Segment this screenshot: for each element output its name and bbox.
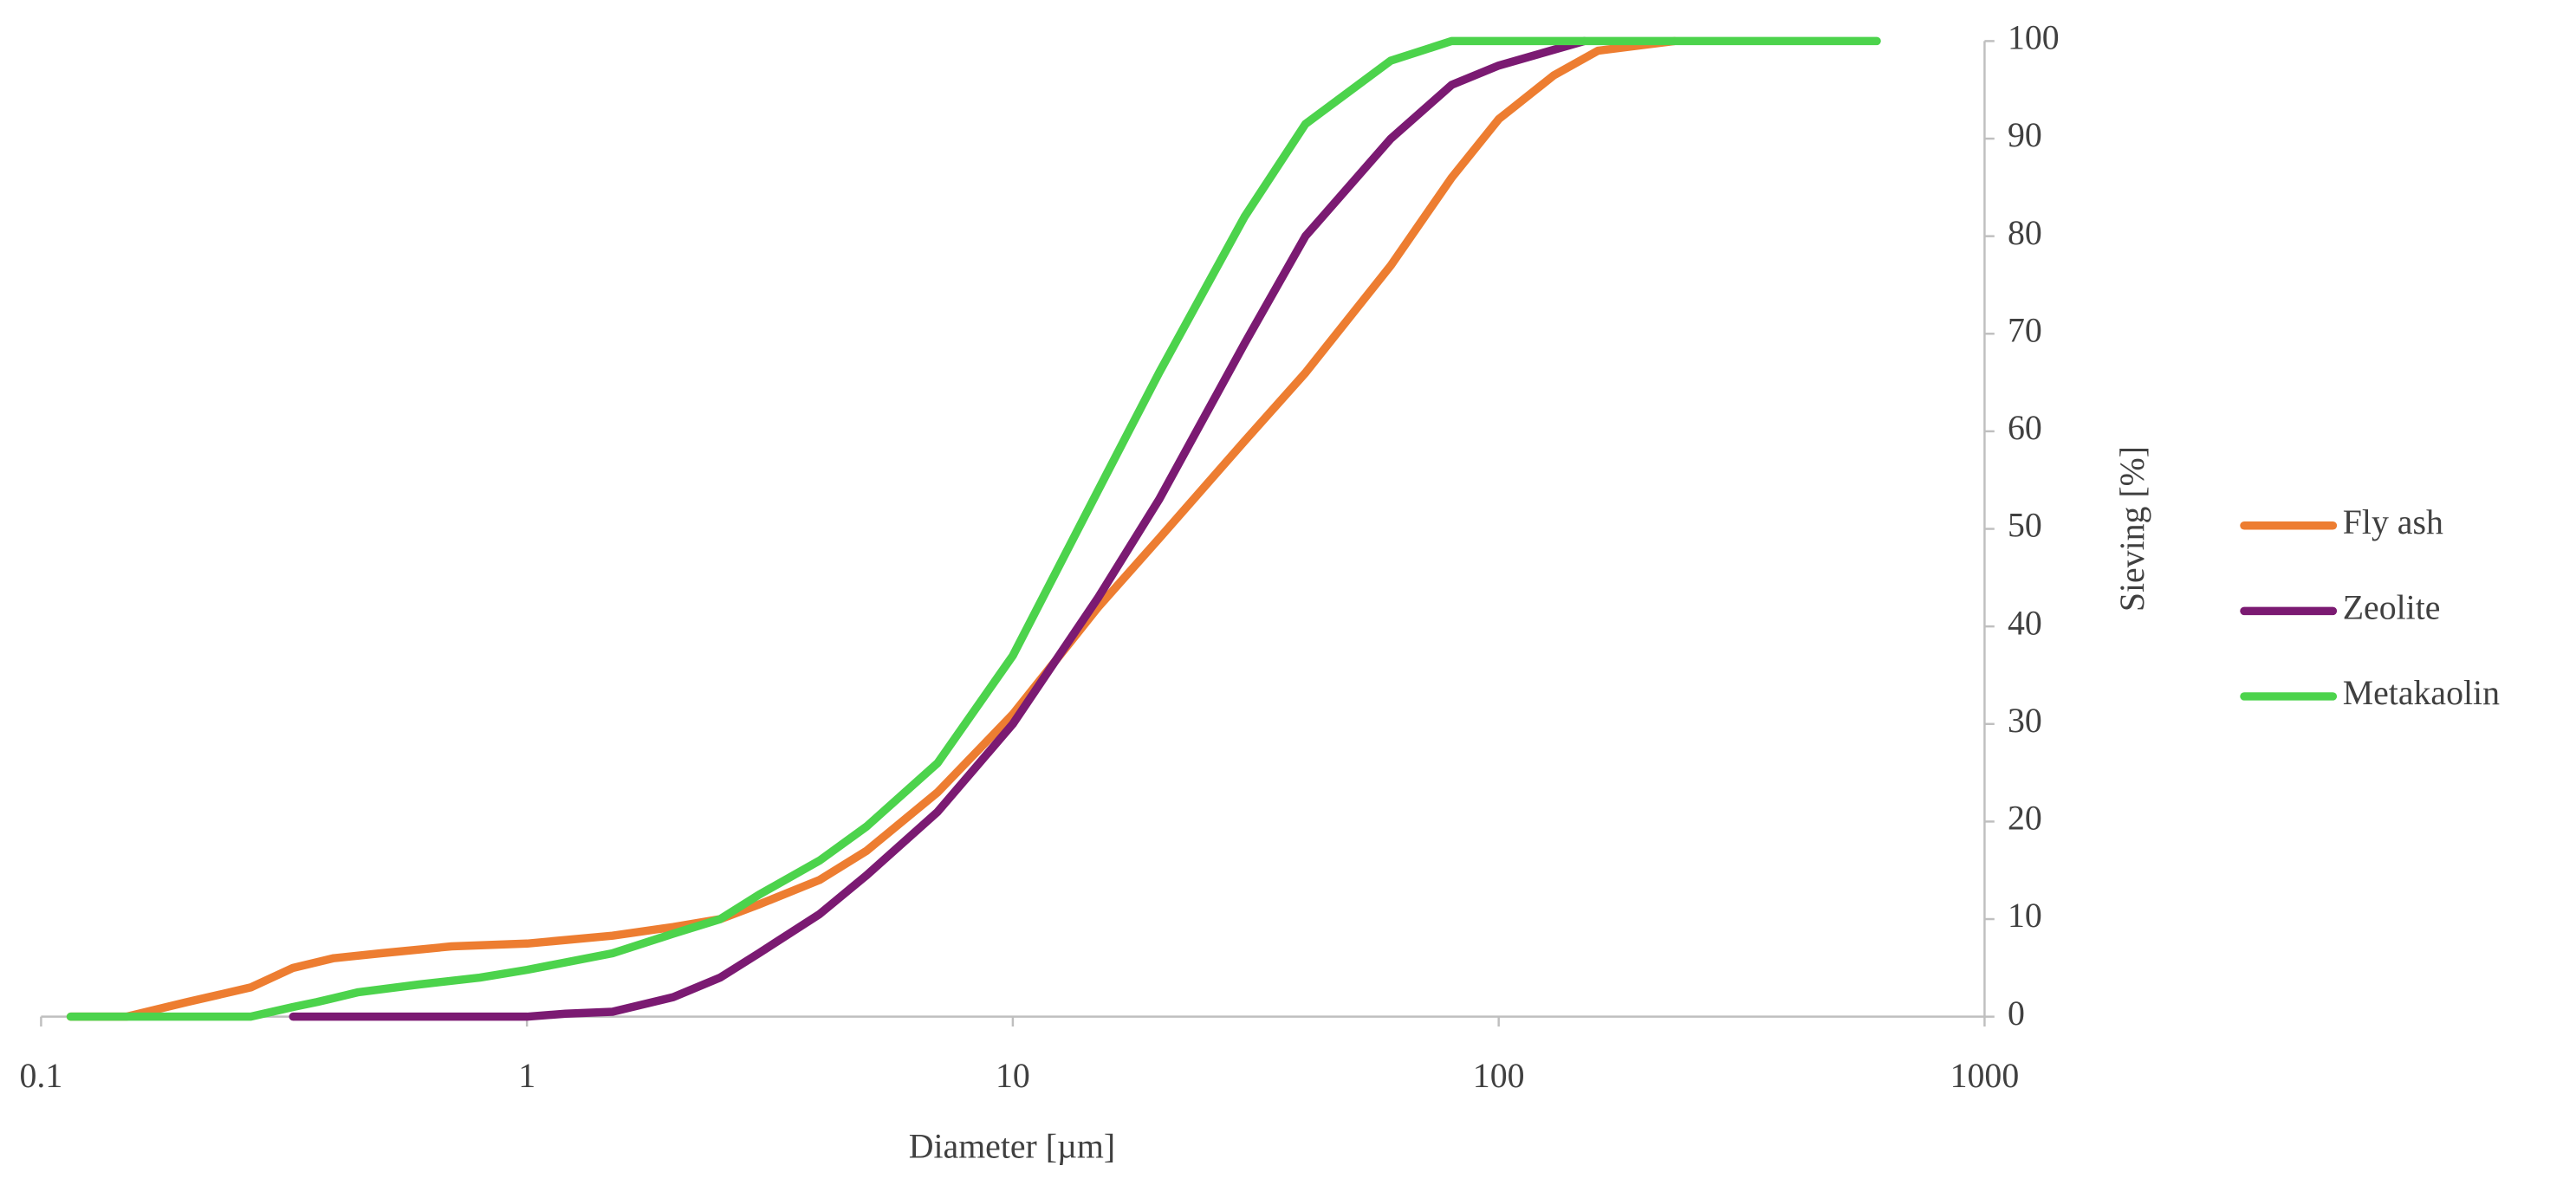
y-tick-label: 60 [2008,409,2042,447]
x-tick-label: 10 [996,1057,1030,1095]
data-line [66,36,1679,1021]
y-tick-label: 70 [2008,311,2042,349]
y-tick-label: 80 [2008,214,2042,252]
data-line [66,36,1881,1021]
x-tick-label: 100 [1473,1057,1525,1095]
y-tick-label: 0 [2008,994,2025,1033]
y-tick-label: 90 [2008,116,2042,154]
x-axis-title: Diameter [µm] [909,1127,1115,1165]
y-tick-label: 30 [2008,702,2042,740]
y-tick-label: 100 [2008,19,2060,57]
x-tick-label: 1 [518,1057,535,1095]
y-tick-label: 20 [2008,800,2042,838]
data-line [289,36,1589,1021]
legend-label: Zeolite [2343,588,2441,626]
legend-label: Metakaolin [2343,674,2500,712]
y-tick-label: 50 [2008,507,2042,545]
y-tick-label: 40 [2008,604,2042,642]
y-tick-label: 10 [2008,897,2042,935]
x-tick-label: 0.1 [20,1057,63,1095]
y-axis-title: Sieving [%] [2113,446,2151,612]
x-tick-label: 1000 [1950,1057,2020,1095]
legend-label: Fly ash [2343,503,2443,541]
